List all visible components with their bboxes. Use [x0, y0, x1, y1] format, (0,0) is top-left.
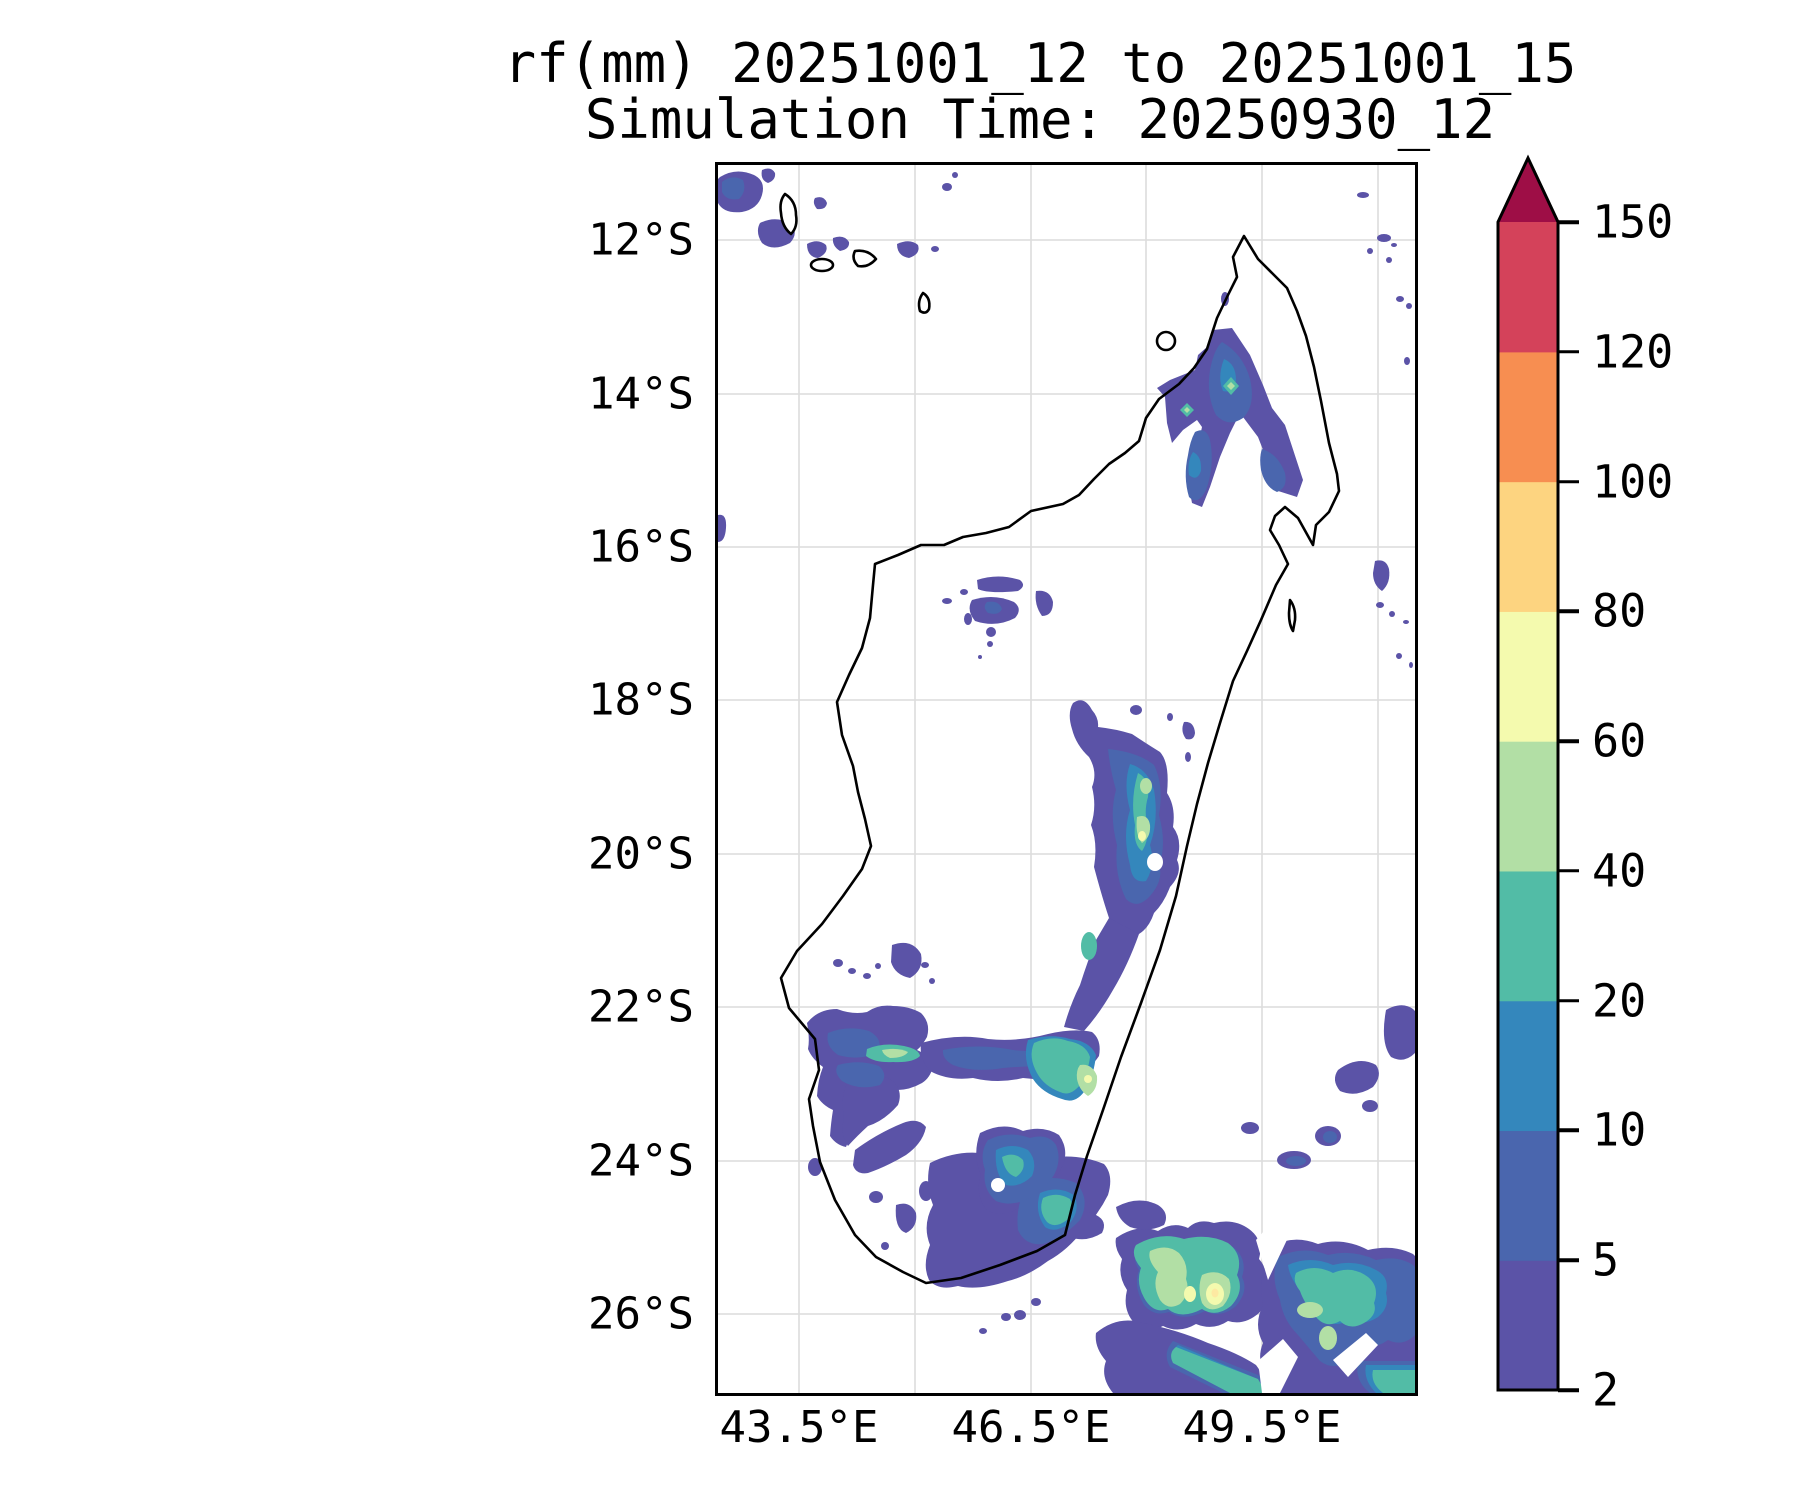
colorbar-tick-mark [1558, 220, 1579, 224]
colorbar-tick-label: 10 [1592, 1104, 1646, 1157]
y-tick-label: 26°S [524, 1289, 694, 1340]
nosy-be-island [1157, 332, 1175, 350]
colorbar-tick-mark [1558, 350, 1579, 354]
y-tick-label: 16°S [524, 522, 694, 573]
y-tick-label: 12°S [524, 215, 694, 266]
colorbar-tick-label: 40 [1592, 844, 1646, 897]
colorbar-tick-mark [1558, 1129, 1579, 1133]
plot-title: rf(mm) 20251001_12 to 20251001_15 [0, 32, 1800, 95]
mayotte-island [919, 293, 929, 313]
colorbar-tick-mark [1558, 999, 1579, 1003]
colorbar-tick-label: 60 [1592, 715, 1646, 768]
colorbar-segments [1498, 222, 1558, 1391]
colorbar-tick-label: 5 [1592, 1234, 1619, 1287]
colorbar-tick-mark [1558, 610, 1579, 614]
y-tick-label: 14°S [524, 369, 694, 420]
figure-canvas: rf(mm) 20251001_12 to 20251001_15 Simula… [0, 0, 1800, 1500]
colorbar-tick-label: 120 [1592, 325, 1673, 378]
colorbar-tick-label: 150 [1592, 196, 1673, 249]
colorbar-tick-label: 80 [1592, 585, 1646, 638]
colorbar-extend-arrow [1498, 158, 1558, 222]
madagascar-rainfall-map [718, 165, 1415, 1393]
y-tick-label: 20°S [524, 829, 694, 880]
colorbar-tick-mark [1558, 1258, 1579, 1262]
map-plot-frame [715, 162, 1418, 1396]
anjouan-island [853, 250, 875, 266]
colorbar-tick-label: 100 [1592, 455, 1673, 508]
y-tick-label: 18°S [524, 675, 694, 726]
colorbar-tick-mark [1558, 739, 1579, 743]
y-tick-label: 22°S [524, 982, 694, 1033]
colorbar-tick-label: 2 [1592, 1364, 1619, 1417]
moheli-island [811, 259, 833, 271]
colorbar-tick-label: 20 [1592, 974, 1646, 1027]
colorbar-tick-mark [1558, 1388, 1579, 1392]
y-tick-label: 24°S [524, 1136, 694, 1187]
colorbar-tick-mark [1558, 480, 1579, 484]
x-tick-label: 49.5°E [1112, 1402, 1412, 1453]
sainte-marie-island [1289, 600, 1295, 631]
colorbar-tick-mark [1558, 869, 1579, 873]
